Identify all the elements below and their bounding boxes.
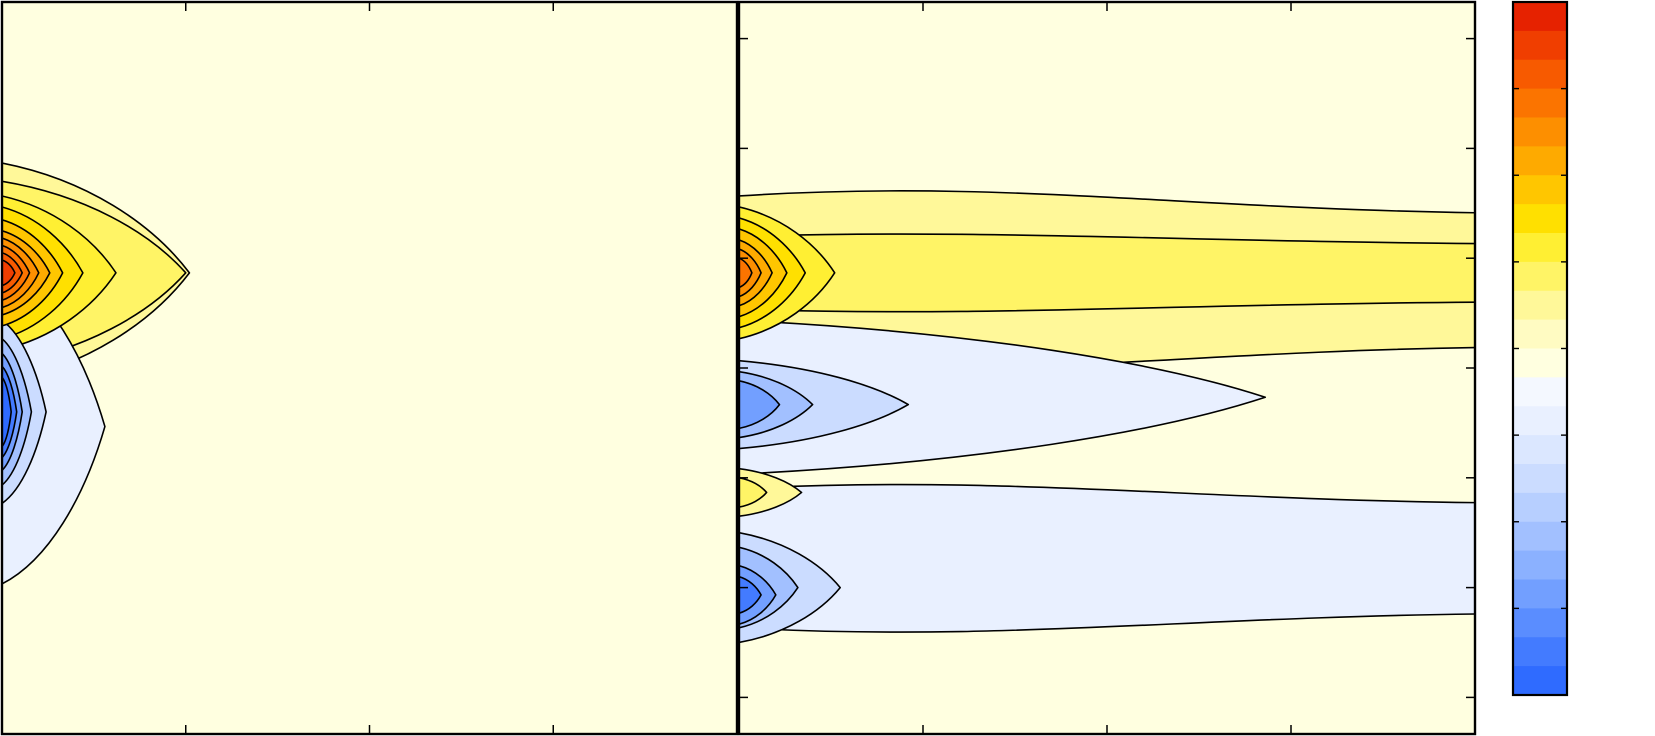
colorbar-segment <box>1513 290 1567 321</box>
right-contour-panel <box>737 0 1477 736</box>
plot-field <box>2 2 737 734</box>
colorbar-segment <box>1513 435 1567 465</box>
positive-contour-level-8 <box>739 257 753 289</box>
negative-contour-level-1 <box>739 483 1475 633</box>
colorbar-segment <box>1513 406 1567 436</box>
negative-contour-level-2 <box>739 359 910 450</box>
colorbar-segment <box>1513 88 1567 118</box>
left-contour-panel <box>0 0 739 736</box>
colorbar-segment <box>1513 117 1567 147</box>
colorbar-segment <box>1513 377 1567 407</box>
positive-contour-level-2 <box>739 233 1475 313</box>
negative-contour-level-6 <box>2 376 12 448</box>
negative-contour-level-5 <box>739 575 762 615</box>
colorbar-segment <box>1513 233 1567 263</box>
colorbar-segment <box>1513 204 1567 234</box>
colorbar-segment <box>1513 666 1567 696</box>
colorbar-segment <box>1513 59 1567 90</box>
colorbar-segment <box>1513 261 1567 292</box>
colorbar-segment <box>1513 30 1567 61</box>
colorbar-segment <box>1513 146 1567 176</box>
colorbar-segment <box>1513 348 1567 378</box>
colorbar-segment <box>1513 492 1567 523</box>
negative-contour-level-4 <box>739 380 781 430</box>
colorbar-segment <box>1513 175 1567 205</box>
colorbar-segment <box>1513 550 1567 580</box>
colorbar-segment <box>1513 637 1567 667</box>
colorbar <box>1511 0 1569 697</box>
colorbar-segment <box>1513 2 1567 32</box>
negative-contour-level-1 <box>739 319 1267 475</box>
colorbar-segment <box>1513 464 1567 494</box>
colorbar-segment <box>1513 608 1567 638</box>
positive-contour-level-1 <box>739 467 803 518</box>
positive-contour-level-10 <box>2 259 16 287</box>
colorbar-segment <box>1513 579 1567 609</box>
positive-contour-level-2 <box>739 477 768 508</box>
colorbar-segment <box>1513 521 1567 552</box>
colorbar-segment <box>1513 319 1567 349</box>
